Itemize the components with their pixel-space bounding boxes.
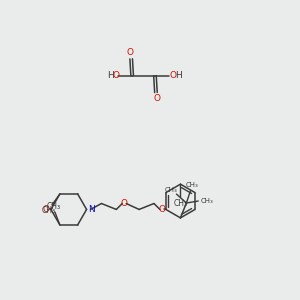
Text: N: N bbox=[88, 205, 95, 214]
Text: O: O bbox=[153, 94, 161, 103]
Text: O: O bbox=[113, 71, 120, 80]
Text: CH₃: CH₃ bbox=[173, 199, 188, 208]
Text: O: O bbox=[127, 48, 134, 57]
Text: H: H bbox=[176, 71, 182, 80]
Text: CH₃: CH₃ bbox=[186, 182, 199, 188]
Text: CH₃: CH₃ bbox=[47, 202, 61, 211]
Text: CH₃: CH₃ bbox=[201, 198, 214, 204]
Text: O: O bbox=[121, 199, 128, 208]
Text: O: O bbox=[158, 205, 165, 214]
Text: O: O bbox=[169, 71, 176, 80]
Text: CH₃: CH₃ bbox=[164, 187, 177, 193]
Text: CH₃: CH₃ bbox=[42, 206, 56, 215]
Text: O: O bbox=[43, 205, 50, 214]
Text: H: H bbox=[107, 71, 114, 80]
